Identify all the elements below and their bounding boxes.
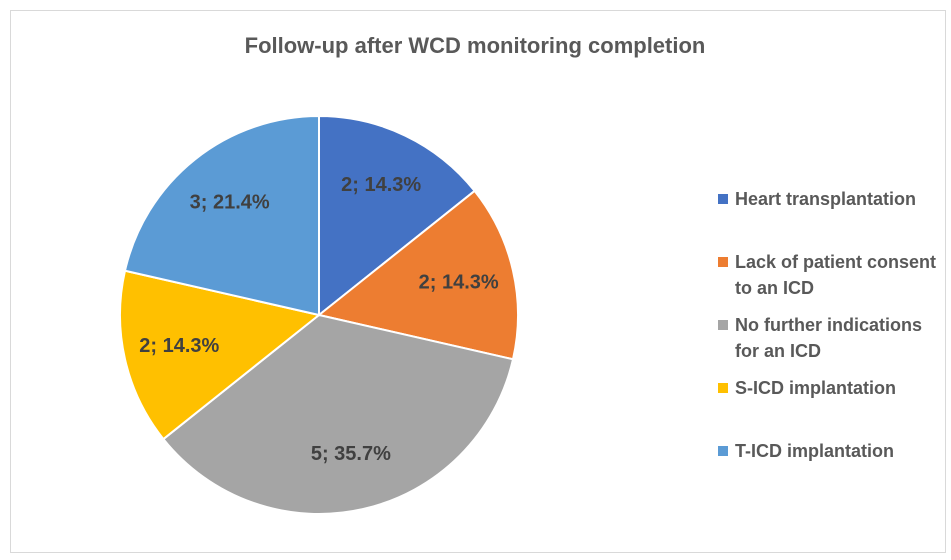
legend-label: No further indications for an ICD	[735, 315, 923, 361]
legend-swatch	[718, 194, 728, 204]
chart-frame	[10, 10, 946, 553]
legend-label: Lack of patient consent to an ICD	[735, 252, 937, 298]
data-label: 5; 35.7%	[311, 443, 391, 465]
data-label: 2; 14.3%	[139, 335, 219, 357]
data-label: 2; 14.3%	[419, 271, 499, 293]
pie-slice	[316, 189, 519, 361]
legend-swatch	[718, 383, 728, 393]
legend-swatch	[718, 320, 728, 330]
data-label: 3; 21.4%	[190, 191, 270, 213]
legend-label: S-ICD implantation	[735, 378, 896, 398]
legend-swatch	[718, 257, 728, 267]
pie-slice	[119, 269, 322, 441]
pie-slice	[318, 114, 476, 318]
data-label: 2; 14.3%	[341, 174, 421, 196]
pie-slice	[123, 114, 320, 317]
chart-title: Follow-up after WCD monitoring completio…	[245, 33, 706, 58]
legend-label: Heart transplantation	[735, 189, 917, 209]
pie-slice	[162, 313, 515, 515]
legend-label: T-ICD implantation	[735, 441, 894, 461]
legend-swatch	[718, 446, 728, 456]
